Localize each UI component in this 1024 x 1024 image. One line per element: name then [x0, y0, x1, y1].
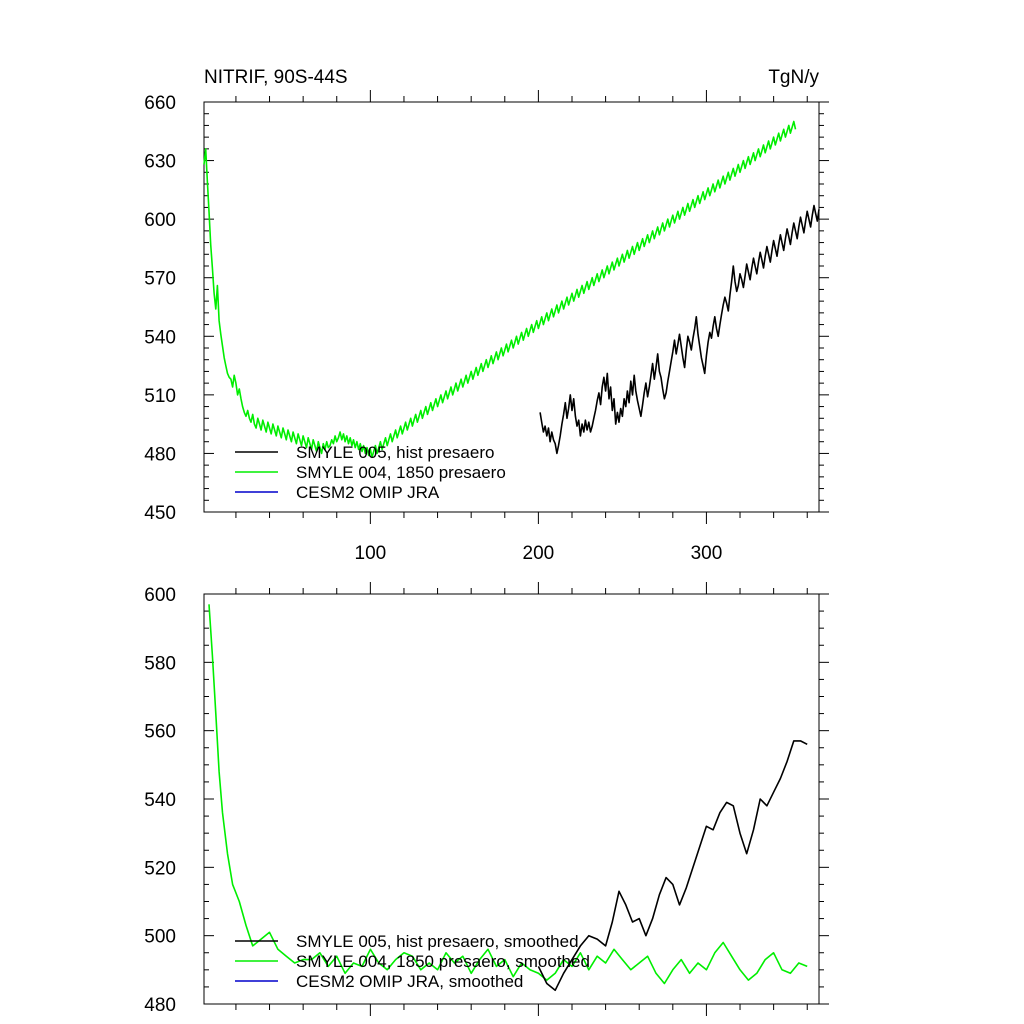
- bottom-y-tick-label: 520: [144, 858, 176, 879]
- top-plot-frame: [203, 101, 820, 513]
- top-y-tick-label: 480: [144, 444, 176, 465]
- bottom-y-tick-label: 480: [144, 995, 176, 1016]
- top-y-tick-label: 450: [144, 503, 176, 524]
- top-x-tick-label: 300: [691, 543, 723, 564]
- top-series-line-1: [539, 204, 820, 455]
- top-panel-units: TgN/y: [768, 67, 819, 88]
- top-y-tick-label: 600: [144, 210, 176, 231]
- bottom-series-group: [208, 604, 808, 992]
- bottom-y-tick-label: 560: [144, 722, 176, 743]
- bottom-y-tick-label: 580: [144, 653, 176, 674]
- top-series-group: [203, 120, 820, 459]
- top-y-tick-label: 660: [144, 93, 176, 114]
- top-panel-title: NITRIF, 90S-44S: [204, 67, 348, 88]
- top-x-tick-label: 100: [355, 543, 387, 564]
- top-y-tick-label: 540: [144, 327, 176, 348]
- bottom-legend-label: SMYLE 004, 1850 presaero, smoothed: [296, 952, 590, 971]
- bottom-y-tick-label: 540: [144, 790, 176, 811]
- bottom-legend-label: SMYLE 005, hist presaero, smoothed: [296, 932, 579, 951]
- bottom-y-tick-label: 500: [144, 927, 176, 948]
- top-panel: NITRIF, 90S-44S TgN/y 450 480 510 540 570 600…: [144, 67, 829, 564]
- top-legend-label: SMYLE 004, 1850 presaero: [296, 463, 506, 482]
- bottom-axis-ticks: 480 500 520 540 560 580 600: [144, 582, 829, 1016]
- bottom-panel: 480 500 520 540 560 580 600 SMYLE 005, hist pr…: [144, 582, 829, 1016]
- top-y-tick-label: 570: [144, 269, 176, 290]
- bottom-series-line-0: [208, 604, 808, 985]
- top-series-line-0: [203, 120, 797, 459]
- top-y-tick-label: 510: [144, 386, 176, 407]
- top-x-tick-label: 200: [523, 543, 555, 564]
- bottom-legend: SMYLE 005, hist presaero, smoothedSMYLE …: [235, 932, 590, 991]
- top-legend-label: CESM2 OMIP JRA: [296, 483, 440, 502]
- bottom-y-tick-label: 600: [144, 585, 176, 606]
- top-axis-ticks: 450 480 510 540 570 600 630 660 100 200 300: [144, 90, 829, 564]
- bottom-legend-label: CESM2 OMIP JRA, smoothed: [296, 972, 523, 991]
- bottom-series-line-1: [537, 740, 808, 992]
- top-y-tick-label: 630: [144, 152, 176, 173]
- top-legend-label: SMYLE 005, hist presaero: [296, 443, 494, 462]
